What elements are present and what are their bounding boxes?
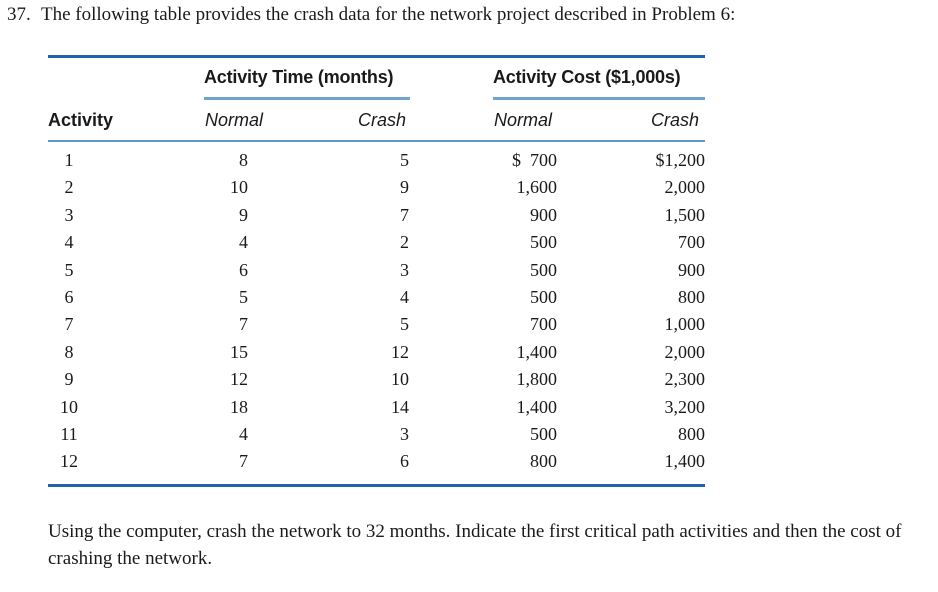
cell-time-crash: 4: [400, 286, 409, 307]
cell-cost-crash: 2,300: [664, 369, 706, 390]
cell-cost-normal: 900: [530, 204, 557, 225]
table-row: 3 9 7 900 1,500: [48, 204, 706, 232]
cell-time-crash: 12: [391, 341, 409, 362]
time-group-rule: [204, 97, 410, 100]
cell-time-normal: 6: [239, 259, 248, 280]
cell-time-normal: 8: [239, 150, 248, 170]
cell-cost-crash: 800: [678, 423, 705, 444]
cell-cost-crash: 2,000: [664, 341, 706, 362]
cell-activity: 10: [60, 396, 78, 417]
cell-cost-normal: $ 700: [512, 150, 557, 170]
cell-time-normal: 7: [239, 314, 248, 335]
table-row: 5 6 3 500 900: [48, 259, 706, 287]
cell-cost-normal: 500: [530, 232, 557, 253]
cell-activity: 2: [64, 177, 74, 198]
table-top-rule: [48, 55, 705, 58]
column-header-cost-normal: Normal: [494, 110, 553, 130]
column-header-time-crash: Crash: [358, 110, 407, 130]
table-row: 9 12 10 1,800 2,300: [48, 369, 706, 396]
cell-time-crash: 3: [400, 423, 409, 444]
table-row: 2 10 9 1,600 2,000: [48, 177, 706, 204]
cell-cost-normal: 1,400: [516, 396, 558, 417]
cell-cost-crash: 900: [678, 259, 705, 280]
cell-time-crash: 7: [400, 204, 409, 225]
problem-intro: The following table provides the crash d…: [41, 4, 736, 25]
cell-time-normal: 5: [239, 286, 248, 307]
table-row: 6 5 4 500 800: [48, 286, 706, 314]
cell-time-normal: 4: [239, 423, 248, 444]
header-bottom-rule: [48, 140, 705, 142]
cell-activity: 11: [60, 423, 78, 444]
cell-time-crash: 3: [400, 259, 409, 280]
table-row: 10 18 14 1,400 3,200: [48, 397, 705, 424]
cell-time-normal: 15: [230, 341, 248, 362]
table-body: 1 8 5 $ 700 $1,200 2 10 9 1,600 2,000 3 …: [48, 150, 705, 479]
cell-cost-crash: 1,400: [664, 451, 706, 472]
cell-cost-crash: 1,000: [664, 314, 706, 335]
cell-time-crash: 6: [400, 451, 409, 472]
cell-activity: 8: [64, 341, 74, 362]
group-header-activity-cost: Activity Cost ($1,000s): [493, 67, 681, 87]
cell-cost-normal: 1,600: [516, 177, 558, 198]
cell-time-normal: 4: [239, 232, 248, 253]
cell-activity: 4: [64, 232, 74, 253]
cell-activity: 5: [64, 259, 74, 280]
cost-group-rule: [493, 97, 705, 100]
cell-activity: 1: [64, 150, 74, 170]
cell-cost-normal: 700: [530, 314, 557, 335]
table-row: 4 4 2 500 700: [48, 232, 706, 259]
column-header-activity: Activity: [48, 110, 114, 130]
cell-activity: 3: [64, 204, 74, 225]
cell-cost-normal: 800: [530, 451, 557, 472]
cell-time-normal: 7: [239, 451, 248, 472]
problem-statement: 37. The following table provides the cras…: [7, 4, 735, 26]
table-row: 12 7 6 800 1,400: [48, 451, 705, 478]
table-row: 1 8 5 $ 700 $1,200: [48, 150, 706, 177]
cell-activity: 7: [64, 314, 74, 335]
cell-cost-normal: 500: [530, 423, 557, 444]
table-row: 8 15 12 1,400 2,000: [48, 341, 706, 369]
table-row: 11 4 3 500 800: [48, 424, 705, 451]
cell-cost-crash: 800: [678, 286, 705, 307]
cell-time-crash: 2: [400, 232, 409, 253]
cell-time-crash: 9: [400, 177, 409, 198]
cell-time-crash: 5: [400, 150, 409, 170]
cell-time-normal: 9: [239, 204, 248, 225]
cell-time-normal: 12: [230, 369, 248, 390]
column-header-cost-crash: Crash: [651, 110, 700, 130]
cell-cost-normal: 1,400: [516, 341, 558, 362]
table-bottom-rule: [48, 484, 705, 487]
cell-cost-crash: 2,000: [664, 177, 706, 198]
question-text: Using the computer, crash the network to…: [48, 521, 902, 569]
cell-time-crash: 14: [391, 396, 409, 417]
cell-activity: 12: [60, 451, 78, 472]
cell-cost-crash: 1,500: [664, 204, 706, 225]
group-header-activity-time: Activity Time (months): [204, 67, 394, 87]
cell-cost-crash: $1,200: [655, 150, 706, 170]
column-header-time-normal: Normal: [205, 110, 264, 130]
cell-time-normal: 10: [230, 177, 248, 198]
cell-cost-crash: 3,200: [664, 396, 706, 417]
cell-time-normal: 18: [230, 396, 248, 417]
cell-time-crash: 5: [400, 314, 409, 335]
problem-number: 37.: [7, 4, 31, 25]
cell-activity: 9: [64, 369, 74, 390]
cell-time-crash: 10: [391, 369, 409, 390]
cell-cost-normal: 1,800: [516, 369, 558, 390]
cell-cost-normal: 500: [530, 286, 557, 307]
table-row: 7 7 5 700 1,000: [48, 314, 706, 341]
cell-cost-normal: 500: [530, 259, 557, 280]
cell-cost-crash: 700: [678, 232, 705, 253]
cell-activity: 6: [64, 286, 74, 307]
